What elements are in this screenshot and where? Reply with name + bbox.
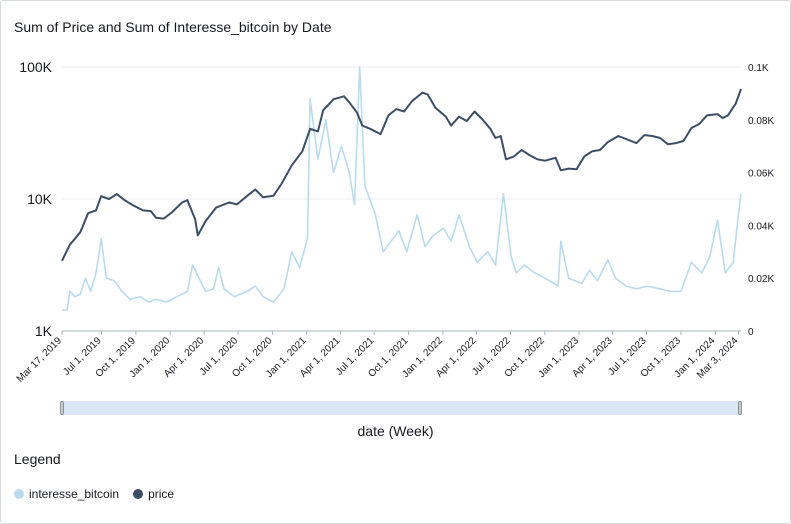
y-right-tick-label: 0.06K <box>748 169 774 180</box>
gridlines <box>62 66 741 332</box>
y-left-tick-label: 1K <box>35 323 53 339</box>
series-lines[interactable] <box>61 66 742 311</box>
legend-swatch-interesse-bitcoin <box>14 489 24 499</box>
line-chart: 1K 10K 100K 0 0.02K 0.04K 0.06K 0.08K 0.1K Mar … <box>15 59 775 385</box>
y-right-tick-label: 0.02K <box>748 274 774 285</box>
y-axis-left: 1K 10K 100K <box>19 59 52 339</box>
y-left-tick-label: 10K <box>27 191 53 207</box>
date-range-slider[interactable] <box>62 401 741 415</box>
slider-handle-start[interactable] <box>60 401 64 415</box>
legend-label-price: price <box>148 487 175 501</box>
series-line-interesse-bitcoin[interactable] <box>62 66 742 311</box>
y-right-tick-label: 0.1K <box>748 63 769 74</box>
legend-title: Legend <box>14 451 61 467</box>
y-right-tick-label: 0.08K <box>748 116 774 127</box>
series-line-price[interactable] <box>61 88 742 262</box>
y-left-tick-label: 100K <box>19 59 52 75</box>
x-tick-label: Mar 17, 2019 <box>15 335 65 385</box>
legend: interesse_bitcoin price <box>14 487 174 501</box>
slider-handle-end[interactable] <box>738 401 742 415</box>
legend-item-interesse-bitcoin[interactable]: interesse_bitcoin <box>14 487 119 501</box>
legend-swatch-price <box>133 489 144 499</box>
y-right-tick-label: 0.04K <box>748 221 774 232</box>
legend-item-price[interactable]: price <box>133 487 174 501</box>
chart-title: Sum of Price and Sum of Interesse_bitcoi… <box>14 19 332 35</box>
x-axis-title: date (Week) <box>357 423 434 439</box>
y-right-tick-label: 0 <box>748 327 754 338</box>
legend-label-interesse-bitcoin: interesse_bitcoin <box>29 487 120 501</box>
y-axis-right: 0 0.02K 0.04K 0.06K 0.08K 0.1K <box>748 63 774 338</box>
